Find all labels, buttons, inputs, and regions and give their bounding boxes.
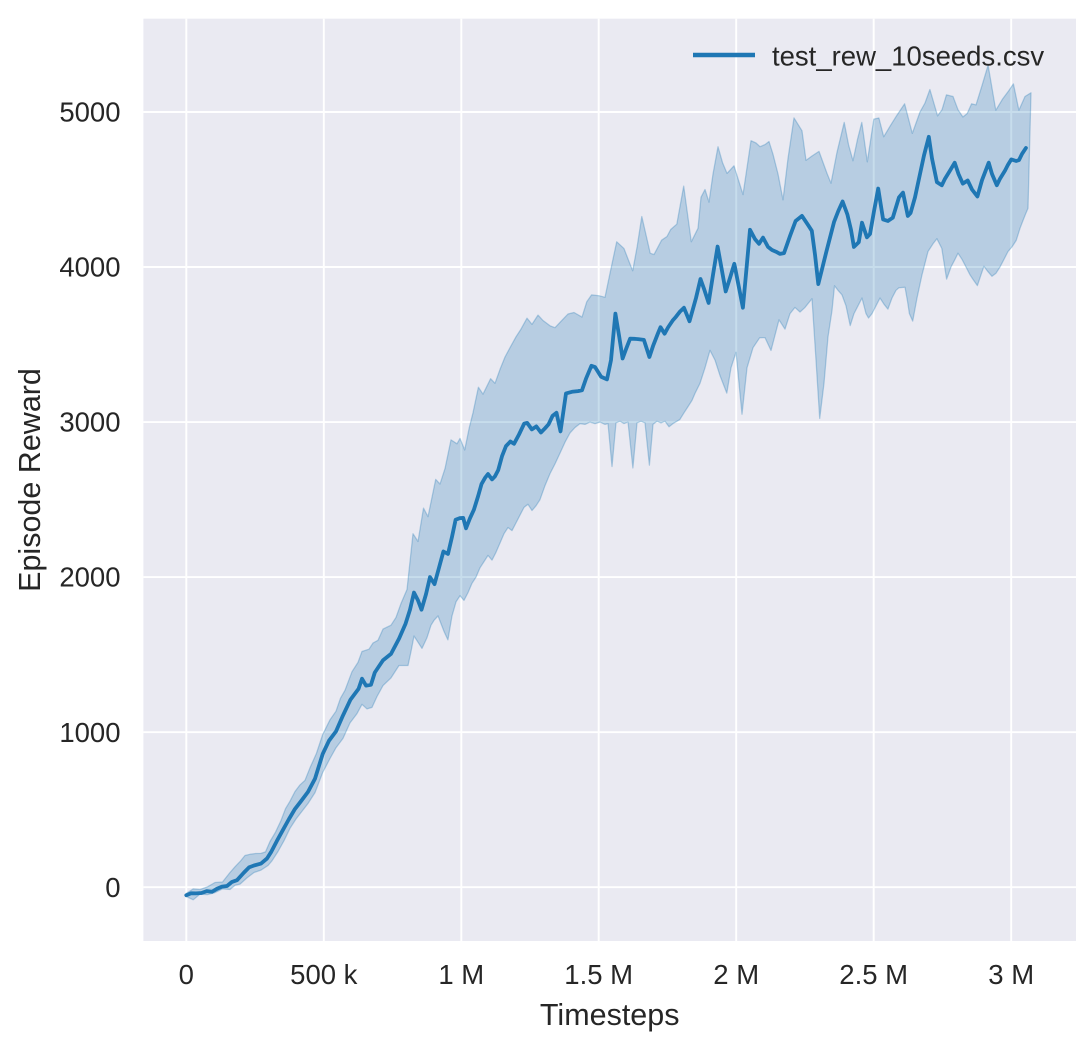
svg-text:1.5 M: 1.5 M	[564, 959, 633, 990]
svg-text:3 M: 3 M	[988, 959, 1034, 990]
svg-text:0: 0	[179, 959, 194, 990]
svg-text:Episode Reward: Episode Reward	[13, 368, 47, 592]
svg-text:test_rew_10seeds.csv: test_rew_10seeds.csv	[772, 41, 1044, 72]
svg-text:3000: 3000	[59, 407, 120, 438]
svg-text:2 M: 2 M	[713, 959, 759, 990]
svg-text:5000: 5000	[59, 97, 120, 128]
svg-text:2.5 M: 2.5 M	[839, 959, 908, 990]
svg-text:2000: 2000	[59, 562, 120, 593]
svg-text:500 k: 500 k	[290, 959, 358, 990]
svg-text:1000: 1000	[59, 717, 120, 748]
svg-text:0: 0	[105, 872, 120, 903]
svg-text:1 M: 1 M	[438, 959, 484, 990]
svg-text:4000: 4000	[59, 252, 120, 283]
svg-text:Timesteps: Timesteps	[540, 998, 680, 1032]
